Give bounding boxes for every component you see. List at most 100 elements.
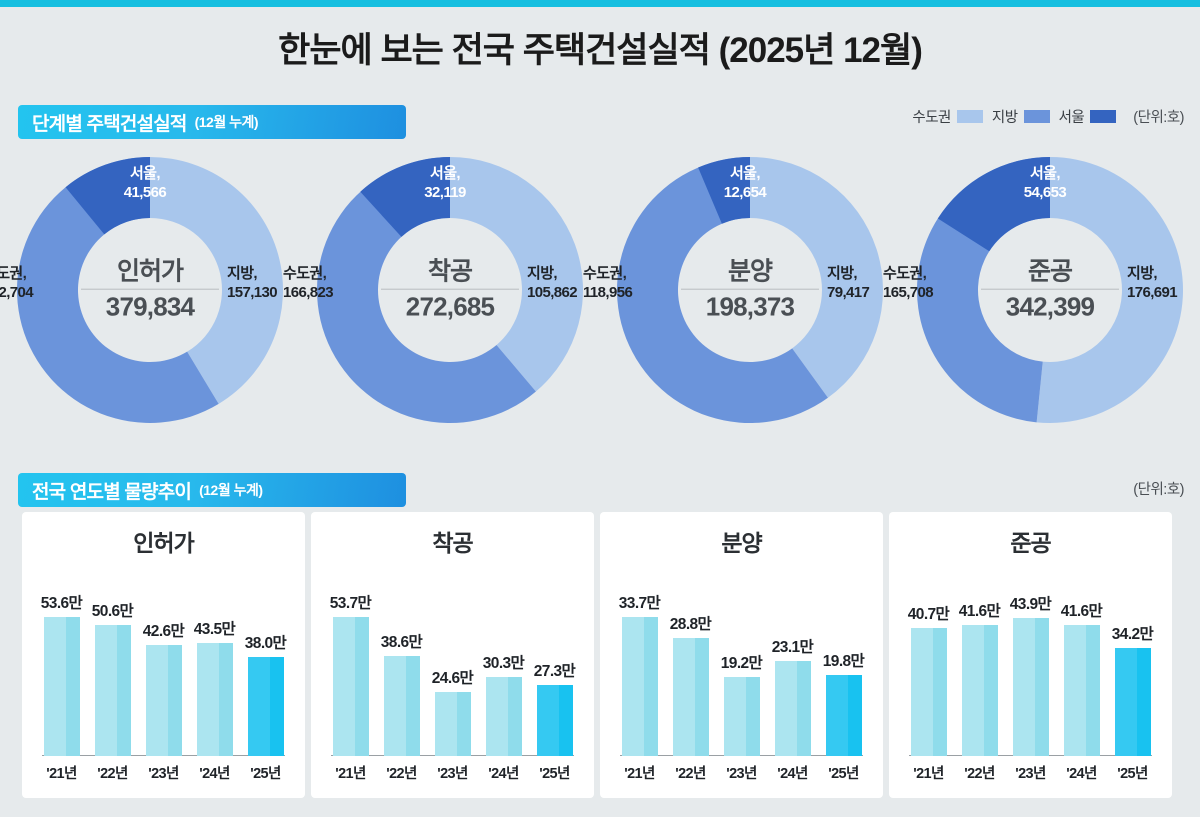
bar-rect[interactable] — [485, 677, 522, 756]
donut-label-jibang: 지방, 79,417 — [827, 265, 870, 303]
divider — [381, 288, 519, 290]
x-axis-tick-label: '24년 — [488, 766, 519, 782]
bar-slot: 43.9만 — [1010, 564, 1052, 756]
bar-slot: 19.2만 — [720, 564, 763, 756]
bar-chart-row: 인허가 53.6만 50.6만 42.6만 43.5만 38.0만 '21년 '22년 '23년… — [0, 512, 1200, 804]
x-axis-labels: '21년 '22년 '23년 '24년 '25년 — [325, 762, 580, 786]
bar-plot-area: 53.7만 38.6만 24.6만 30.3만 27.3만 — [325, 564, 580, 756]
bar-value-label: 23.1만 — [771, 639, 814, 656]
bar-rect[interactable] — [434, 692, 471, 756]
x-axis-labels: '21년 '22년 '23년 '24년 '25년 — [614, 762, 869, 786]
donut-label-sudogwon: 수도권, 118,956 — [583, 265, 633, 303]
donut-label-sudogwon-name: 수도권, — [883, 265, 927, 282]
bar-value-label: 38.0만 — [244, 635, 287, 652]
bar-rect[interactable] — [1063, 625, 1100, 756]
donut-label-sudogwon-name: 수도권, — [0, 265, 27, 282]
bar-rect[interactable] — [910, 628, 947, 756]
donut-svg — [916, 157, 1183, 423]
donut-label-seoul-name: 서울, — [129, 165, 161, 182]
bar-value-label: 34.2만 — [1111, 626, 1154, 643]
donut-label-seoul-name: 서울, — [729, 165, 761, 182]
donut-label-sudogwon-name: 수도권, — [583, 265, 627, 282]
donut-label-seoul: 서울, 32,119 — [424, 165, 466, 203]
donut-stage-name: 분양 — [727, 257, 773, 286]
donut-label-jibang-name: 지방, — [527, 265, 558, 282]
bar-slot: 19.8만 — [823, 564, 865, 756]
bar-plot-area: 53.6만 50.6만 42.6만 43.5만 38.0만 — [36, 564, 291, 756]
donut-slice-seoul — [698, 157, 750, 224]
donut-label-sudogwon-name: 수도권, — [283, 265, 327, 282]
bar-rect[interactable] — [536, 685, 573, 756]
bar-slot: 38.0만 — [244, 564, 287, 756]
donut-label-jibang-name: 지방, — [827, 265, 858, 282]
bar-value-label: 30.3만 — [482, 655, 525, 672]
x-axis-labels: '21년 '22년 '23년 '24년 '25년 — [36, 762, 291, 786]
bar-chart-title: 분양 — [721, 530, 762, 556]
donut-slice-jibang — [150, 157, 284, 404]
donut-label-jibang-value: 176,691 — [1127, 283, 1178, 301]
x-axis-tick-label: '21년 — [913, 766, 944, 782]
donut-svg — [317, 157, 583, 423]
donut-slice-seoul — [65, 157, 150, 235]
bar-rect[interactable] — [1114, 648, 1151, 756]
section2-title: 전국 연도별 물량추이 — [32, 481, 192, 503]
legend-label-sudogwon: 수도권 — [912, 110, 951, 126]
x-axis-tick-label: '23년 — [437, 766, 468, 782]
bar-slot: 28.8만 — [670, 564, 712, 756]
bar-rect[interactable] — [723, 677, 760, 756]
donut-graphic: 분양 198,373 서울, 12,654 수도권, 118,956 지방, 79,417 — [583, 155, 885, 425]
donut-label-seoul-name: 서울, — [430, 165, 461, 182]
bar-rect[interactable] — [672, 638, 709, 756]
bar-rect[interactable] — [383, 656, 420, 756]
page-title: 한눈에 보는 전국 주택건설실적 (2025년 12월) — [278, 31, 923, 70]
bar-rect[interactable] — [332, 617, 369, 756]
x-axis-tick-label: '24년 — [777, 766, 808, 782]
bar-slot: 23.1만 — [771, 564, 814, 756]
bar-rect[interactable] — [196, 643, 233, 756]
section1-title: 단계별 주택건설실적 — [32, 113, 187, 135]
bar-rect[interactable] — [774, 661, 811, 756]
donut-legend: 수도권 지방 서울 (단위:호) — [912, 106, 1184, 127]
section-header-yearly-trend: 전국 연도별 물량추이 (12월 누계) — [18, 473, 406, 507]
bar-value-label: 19.2만 — [720, 655, 763, 672]
x-axis-tick-label: '21년 — [624, 766, 655, 782]
x-axis-tick-label: '22년 — [964, 766, 995, 782]
bar-chart-card-4: 준공 40.7만 41.6만 43.9만 41.6만 34.2만 '21년 '22년 '23년 '… — [889, 512, 1172, 798]
legend-swatch-jibang — [1023, 110, 1050, 123]
bar-rect[interactable] — [247, 657, 284, 756]
bar-value-label: 53.7만 — [329, 595, 372, 612]
bar-rect[interactable] — [621, 617, 658, 756]
bar-rect[interactable] — [1012, 618, 1049, 756]
bar-chart-title: 준공 — [1010, 530, 1051, 556]
bar-slot: 40.7만 — [907, 564, 950, 756]
donut-center-label: 착공 272,685 — [375, 258, 525, 322]
donut-label-sudogwon-value: 165,708 — [883, 283, 934, 301]
donut-total-value: 342,399 — [1005, 291, 1095, 322]
bar-value-label: 42.6만 — [142, 623, 185, 640]
bar-slot: 42.6만 — [142, 564, 185, 756]
bar-slot: 30.3만 — [482, 564, 525, 756]
section1-subtitle: (12월 누계) — [194, 114, 259, 130]
donut-slice-sudogwon — [317, 157, 536, 423]
x-axis-tick-label: '24년 — [199, 766, 230, 782]
bar-rect[interactable] — [94, 625, 131, 756]
bar-value-label: 41.6만 — [958, 603, 1001, 620]
divider — [681, 288, 819, 290]
bar-slot: 34.2만 — [1111, 564, 1154, 756]
donut-center-label: 인허가 379,834 — [75, 258, 225, 322]
bar-rect[interactable] — [825, 675, 862, 756]
legend-item-jibang: 지방 — [992, 106, 1050, 127]
donut-center-label: 분양 198,373 — [675, 257, 825, 322]
donut-label-seoul-value: 12,654 — [723, 183, 767, 201]
bar-slot: 50.6만 — [92, 564, 134, 756]
donut-label-jibang-value: 105,862 — [527, 283, 578, 301]
donut-graphic: 준공 342,399 서울, 54,653 수도권, 165,708 지방, 176,691 — [883, 155, 1185, 425]
bar-slot: 33.7만 — [619, 564, 661, 756]
bar-rect[interactable] — [145, 645, 182, 756]
bar-value-label: 40.7만 — [907, 606, 950, 623]
bar-rect[interactable] — [961, 625, 998, 756]
donut-label-seoul-value: 41,566 — [123, 183, 167, 201]
bar-rect[interactable] — [43, 617, 80, 756]
donut-slice-seoul — [360, 157, 450, 237]
